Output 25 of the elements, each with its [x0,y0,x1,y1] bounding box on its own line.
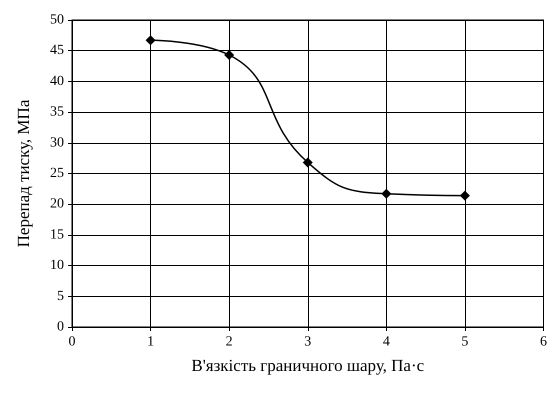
x-tick-label: 4 [382,334,390,350]
y-tick-label: 30 [50,135,64,150]
x-tick-label: 3 [304,334,312,350]
x-tick-label: 0 [68,334,76,350]
x-tick-label: 2 [226,334,233,350]
y-tick-label: 10 [50,258,64,274]
x-tick-label: 5 [461,334,468,350]
point [460,190,470,201]
y-tick-label: 20 [50,196,64,212]
y-tick-label: 35 [50,104,64,120]
point [224,50,234,60]
point [381,188,392,199]
y-tick-label: 50 [50,12,64,28]
y-tick-label: 45 [50,43,64,58]
y-tick-label: 0 [57,320,64,334]
point [302,157,313,168]
point [146,35,156,46]
y-tick-label: 5 [57,288,64,304]
x-axis-title: В'язкість граничного шару, Па·с [191,356,425,375]
x-tick-label: 1 [147,334,154,350]
y-tick-label: 40 [50,74,64,89]
x-tick-label: 6 [540,334,547,350]
y-tick-label: 25 [50,166,64,181]
y-axis-title: Перепад тиску, МПа [14,99,33,248]
y-tick-label: 15 [50,227,64,242]
